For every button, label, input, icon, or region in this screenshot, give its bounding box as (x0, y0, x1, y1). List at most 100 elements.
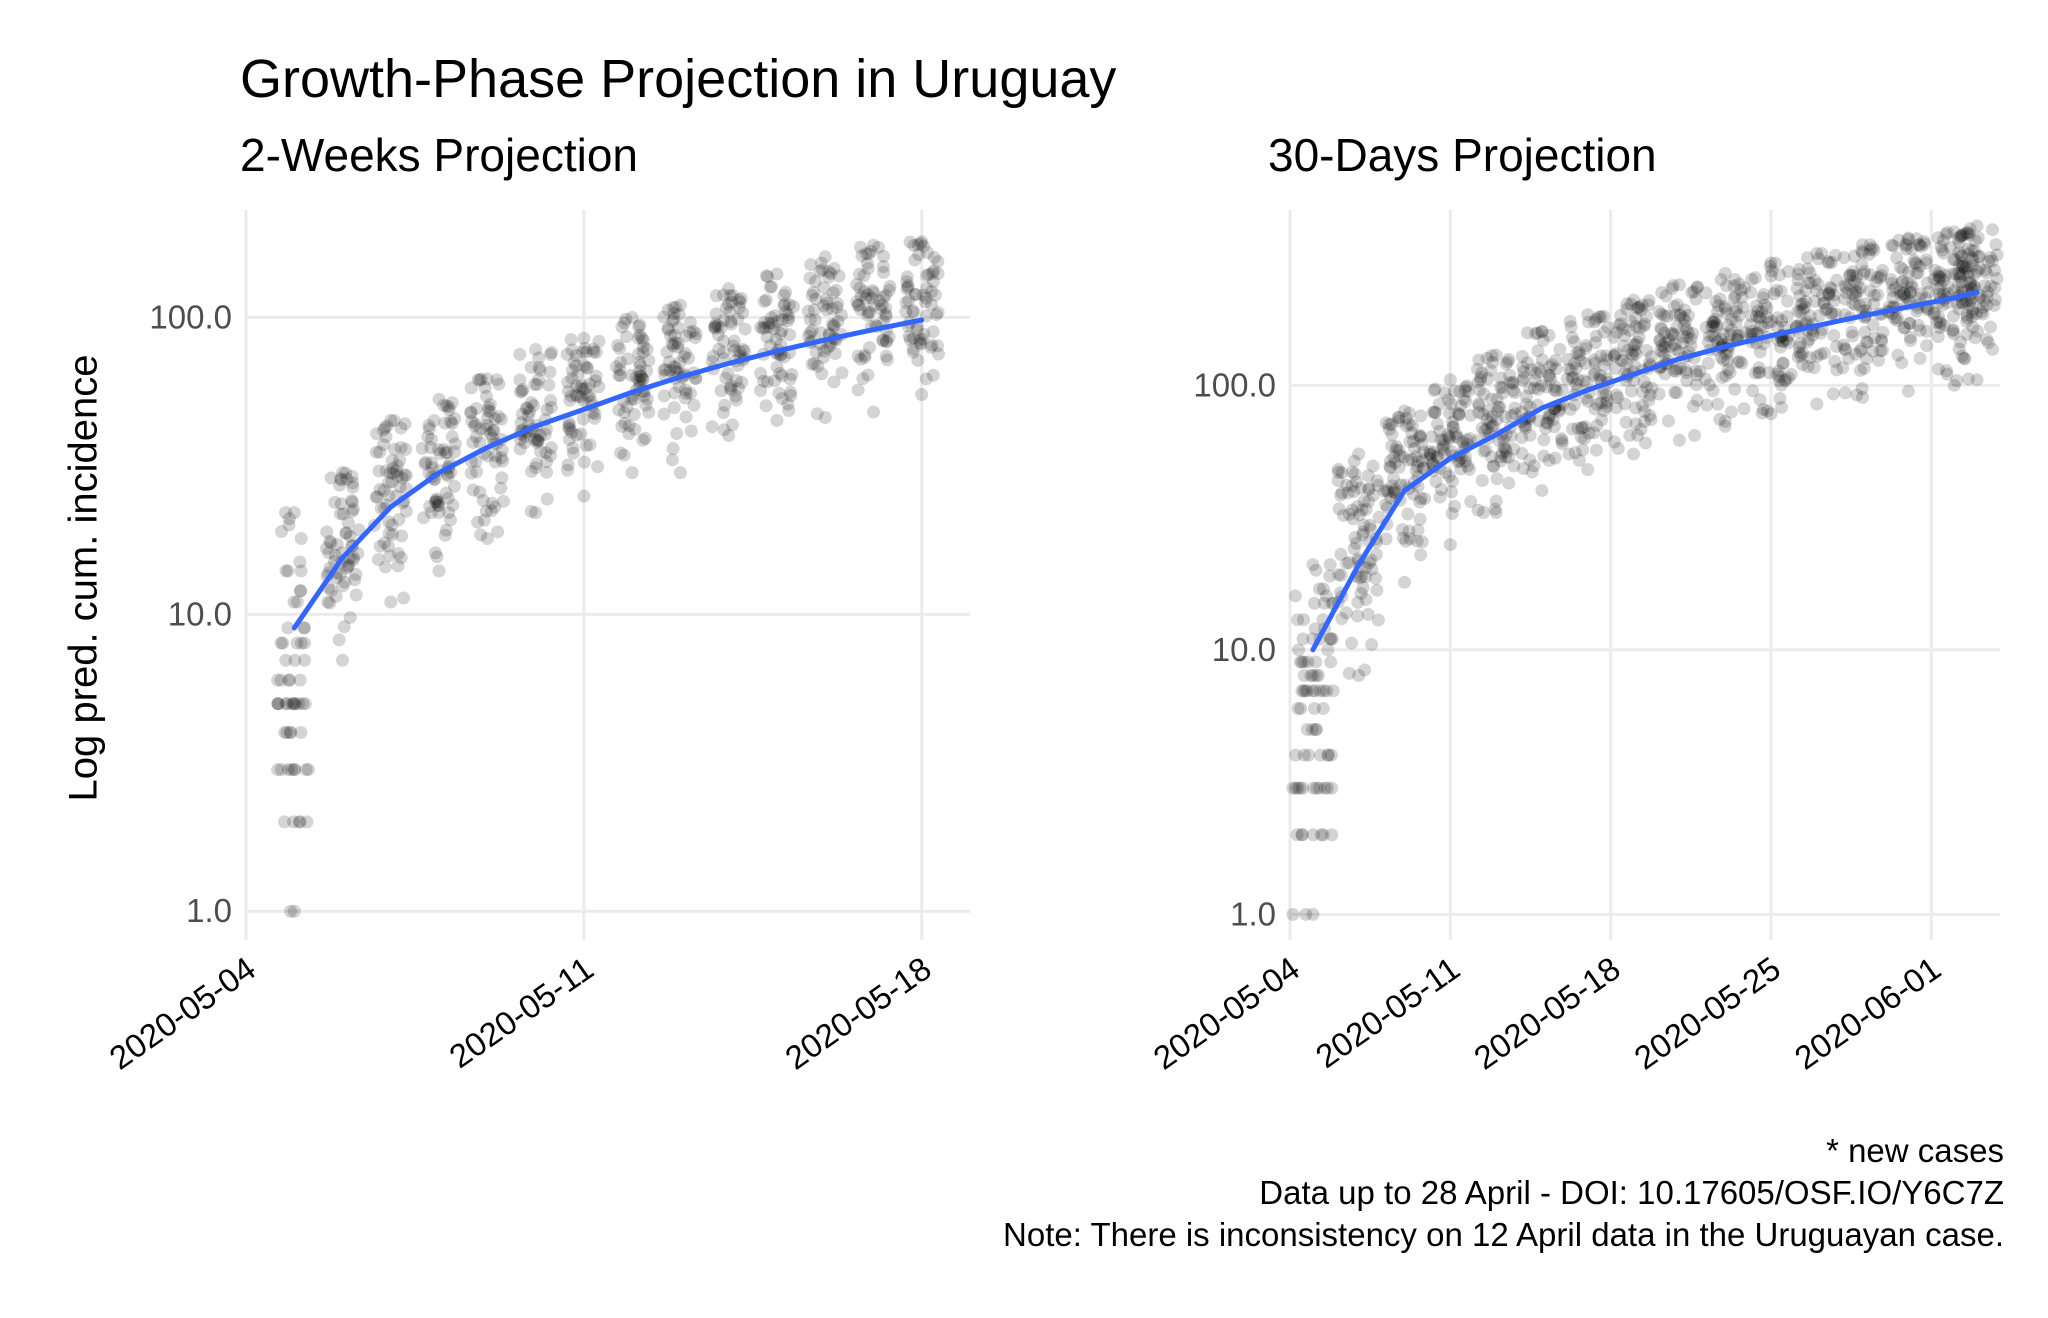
data-point (1751, 304, 1765, 318)
data-point (1706, 319, 1720, 333)
data-point (293, 815, 307, 829)
data-point (1904, 278, 1918, 292)
data-point (636, 345, 650, 359)
data-point (1680, 374, 1694, 388)
data-point (919, 291, 933, 305)
data-point (1297, 668, 1311, 682)
data-point (1434, 433, 1448, 447)
data-point (1496, 386, 1510, 400)
data-point (1911, 266, 1925, 280)
data-point (1967, 244, 1981, 258)
data-point (1657, 309, 1671, 323)
data-point (877, 265, 891, 279)
data-point (1571, 372, 1585, 386)
data-point (1863, 238, 1877, 252)
data-point (928, 288, 942, 302)
data-point (1985, 254, 1999, 268)
data-point (1499, 450, 1513, 464)
data-point (1411, 455, 1425, 469)
data-point (564, 333, 578, 347)
data-point (1486, 459, 1500, 473)
data-point (540, 492, 554, 506)
data-point (287, 763, 301, 777)
data-point (813, 264, 827, 278)
data-point (1293, 655, 1307, 669)
data-point (1629, 417, 1643, 431)
data-point (1684, 332, 1698, 346)
data-point (661, 303, 675, 317)
data-point (1686, 326, 1700, 340)
data-point (825, 302, 839, 316)
data-point (474, 422, 488, 436)
data-point (579, 438, 593, 452)
data-point (612, 403, 626, 417)
data-point (425, 456, 439, 470)
data-point (1531, 344, 1545, 358)
data-point (336, 507, 350, 521)
data-point (274, 525, 288, 539)
data-point (1363, 522, 1377, 536)
data-point (1620, 357, 1634, 371)
data-point (1941, 280, 1955, 294)
data-point (515, 384, 529, 398)
data-point (633, 318, 647, 332)
data-point (1366, 488, 1380, 502)
data-point (1898, 289, 1912, 303)
data-point (1634, 422, 1648, 436)
data-point (278, 725, 292, 739)
data-point (1415, 437, 1429, 451)
data-point (1720, 279, 1734, 293)
data-point (1306, 668, 1320, 682)
data-point (815, 367, 829, 381)
data-point (731, 312, 745, 326)
data-point (673, 356, 687, 370)
data-point (1599, 388, 1613, 402)
data-point (1873, 271, 1887, 285)
data-point (1689, 378, 1703, 392)
data-point (1607, 435, 1621, 449)
data-point (1732, 328, 1746, 342)
data-point (393, 480, 407, 494)
data-point (760, 330, 774, 344)
data-point (484, 504, 498, 518)
data-point (1965, 305, 1979, 319)
data-point (346, 480, 360, 494)
data-point (1893, 285, 1907, 299)
data-point (1403, 435, 1417, 449)
data-point (1721, 363, 1735, 377)
data-point (1644, 413, 1658, 427)
data-point (1535, 324, 1549, 338)
data-point (1931, 362, 1945, 376)
data-point (850, 295, 864, 309)
data-point (1808, 273, 1822, 287)
data-point (1356, 525, 1370, 539)
data-point (439, 523, 453, 537)
data-point (1891, 348, 1905, 362)
data-point (1855, 382, 1869, 396)
data-point (1535, 325, 1549, 339)
data-point (801, 304, 815, 318)
data-point (1587, 353, 1601, 367)
data-point (1857, 361, 1871, 375)
data-point (1369, 547, 1383, 561)
data-point (1543, 408, 1557, 422)
data-point (284, 725, 298, 739)
data-point (920, 268, 934, 282)
data-point (806, 285, 820, 299)
data-point (369, 490, 383, 504)
data-point (540, 403, 554, 417)
data-point (931, 347, 945, 361)
data-point (1667, 328, 1681, 342)
data-point (1668, 338, 1682, 352)
data-point (1658, 340, 1672, 354)
data-point (1981, 285, 1995, 299)
data-point (423, 422, 437, 436)
data-point (1352, 447, 1366, 461)
data-point (1673, 361, 1687, 375)
data-point (1441, 428, 1455, 442)
data-point (565, 371, 579, 385)
data-point (1640, 344, 1654, 358)
data-point (1746, 384, 1760, 398)
data-point (333, 478, 347, 492)
data-point (380, 419, 394, 433)
